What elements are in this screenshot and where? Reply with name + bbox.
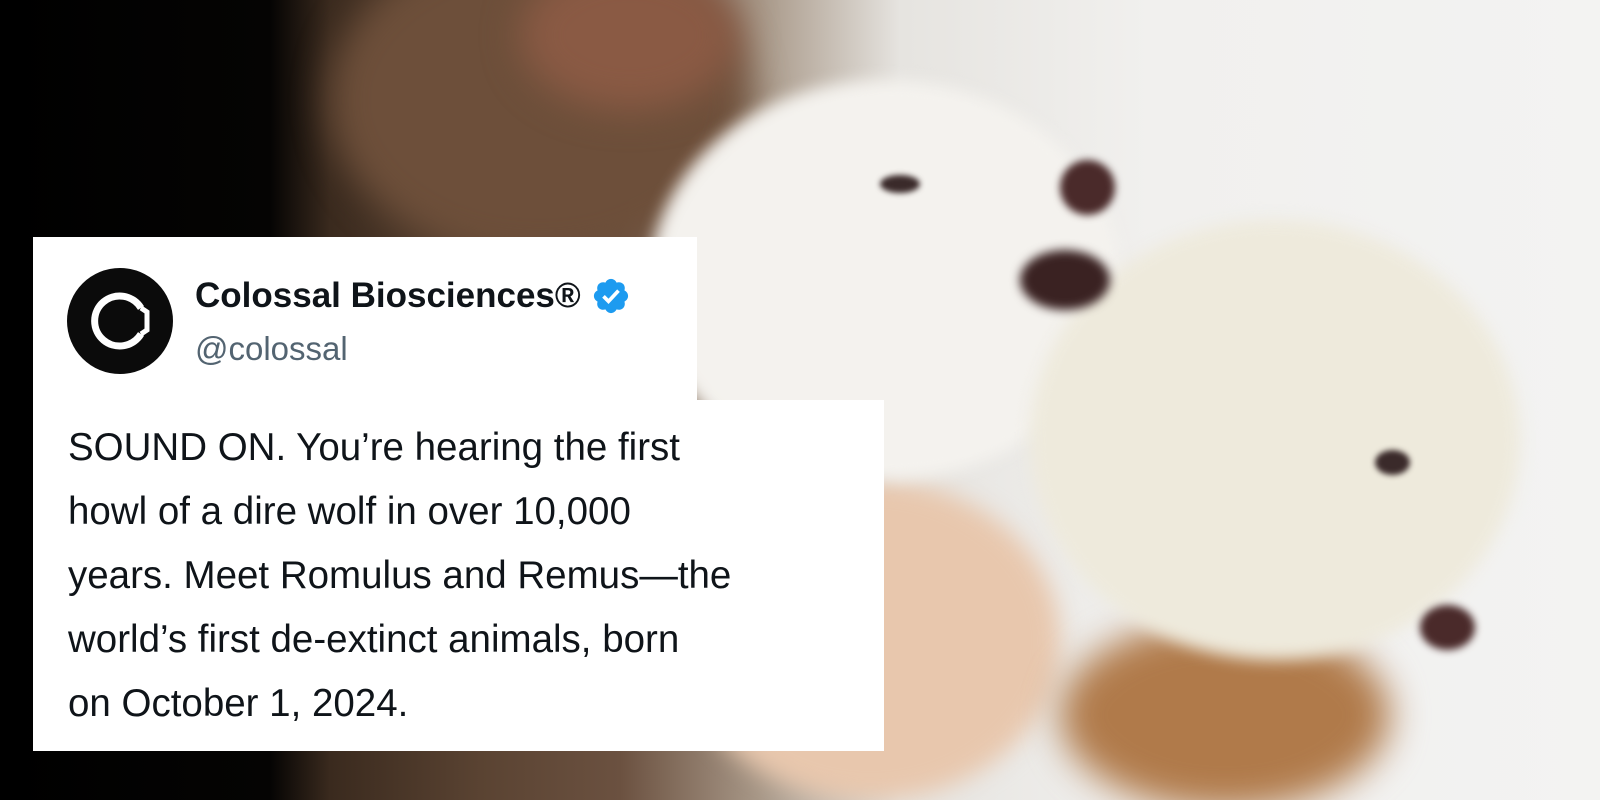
tweet-line: SOUND ON. You’re hearing the first — [68, 426, 680, 469]
user-handle[interactable]: @colossal — [195, 330, 348, 367]
tweet-text: SOUND ON. You’re hearing the first howl … — [68, 416, 868, 736]
pup-right — [1030, 220, 1520, 660]
tweet-line: world’s first de-extinct animals, born — [68, 618, 680, 661]
pup-left-nose — [1060, 160, 1115, 215]
pup-left-mouth — [1020, 250, 1110, 310]
tweet-line: on October 1, 2024. — [68, 682, 409, 725]
pup-right-nose — [1420, 605, 1475, 650]
display-name-text: Colossal Biosciences® — [195, 276, 581, 315]
display-name[interactable]: Colossal Biosciences® — [195, 276, 631, 316]
pup-right-eye — [1375, 450, 1410, 475]
tweet-line: years. Meet Romulus and Remus—the — [68, 554, 732, 597]
colossal-logo-icon — [91, 292, 150, 350]
pup-left-eye — [880, 175, 920, 193]
tweet-line: howl of a dire wolf in over 10,000 — [68, 490, 631, 533]
avatar[interactable] — [67, 268, 173, 374]
verified-badge-icon — [593, 278, 628, 314]
tweet-card-body — [33, 400, 884, 751]
